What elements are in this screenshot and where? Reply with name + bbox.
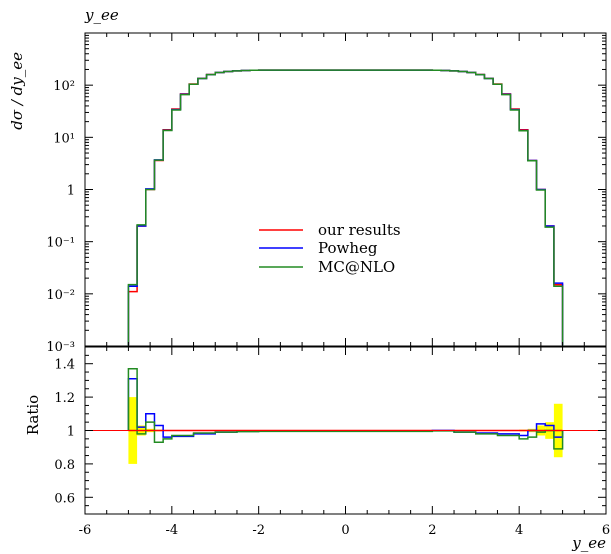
ratio-xtick-label: 4: [515, 523, 523, 538]
main-ylabel: dσ / dy_ee: [8, 52, 26, 130]
legend-label-powheg: Powheg: [318, 239, 378, 257]
ratio-xtick-label: -6: [79, 523, 92, 538]
legend-label-our-results: our results: [318, 221, 401, 239]
main-series-powheg: [127, 69, 564, 346]
ratio-xtick-label: 6: [602, 523, 610, 538]
ratio-ytick-label: 1.2: [54, 391, 75, 406]
ratio-xtick-label: 0: [341, 523, 349, 538]
ratio-ytick-label: 0.8: [54, 458, 75, 473]
ratio-ytick-label: 0.6: [54, 491, 75, 506]
main-ytick-label: 10⁻¹: [46, 236, 75, 251]
main-ytick-label: 1: [67, 184, 75, 199]
ratio-series-mc-nlo: [127, 367, 564, 450]
main-ytick-label: 10⁻²: [46, 288, 75, 303]
plot-title: y_ee: [84, 6, 119, 24]
ratio-series-powheg: [127, 377, 564, 438]
main-ytick-label: 10¹: [53, 131, 75, 146]
ratio-ylabel: Ratio: [24, 395, 42, 435]
legend-label-mcatnlo: MC@NLO: [318, 258, 395, 276]
ratio-ytick-label: 1.4: [54, 358, 75, 373]
main-plot-frame: [84, 32, 607, 347]
ratio-xtick-label: 2: [428, 523, 436, 538]
main-ytick-label: 10²: [53, 79, 75, 94]
ratio-xtick-label: -4: [165, 523, 178, 538]
ratio-xlabel: y_ee: [571, 534, 606, 552]
main-series-our-results: [127, 69, 564, 346]
ratio-ytick-label: 1: [67, 425, 75, 440]
main-series-mc-nlo: [127, 69, 564, 346]
ratio-xtick-label: -2: [252, 523, 265, 538]
legend: our results Powheg MC@NLO: [259, 221, 401, 276]
main-ytick-label: 10⁻³: [46, 340, 75, 355]
